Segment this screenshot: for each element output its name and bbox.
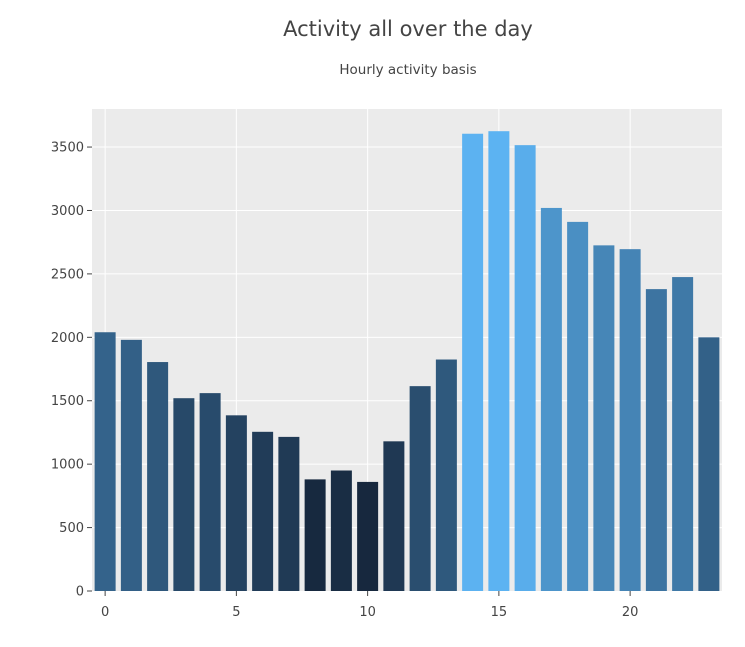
bar-layer [94,131,720,592]
y-tick-label: 500 [59,521,84,536]
bar-hour-7 [278,436,300,591]
axis-layer: 0 500 1000 1500 2000 2500 3000 3500 0 5 10 15 20 [51,141,638,620]
bar-hour-11 [383,441,405,591]
bar-hour-10 [357,481,379,591]
bar-hour-19 [593,245,615,591]
bar-hour-21 [645,289,667,591]
y-tick-label: 1000 [51,458,84,473]
bar-hour-0 [94,332,116,591]
bar-hour-14 [462,133,484,592]
y-tick-label: 0 [76,585,84,600]
bar-hour-1 [120,339,142,591]
y-tick-label: 2000 [51,331,84,346]
bar-hour-12 [409,386,431,591]
plot-area [92,109,722,591]
bar-hour-22 [672,277,694,591]
x-tick-label: 20 [622,605,639,620]
y-tick-label: 2500 [51,267,84,282]
bar-hour-20 [619,249,641,591]
bar-hour-5 [225,415,247,591]
bar-hour-4 [199,393,221,591]
chart-subtitle: Hourly activity basis [339,62,477,78]
y-tick-label: 3000 [51,204,84,219]
bar-hour-8 [304,479,326,591]
bar-hour-23 [698,337,720,591]
bar-hour-18 [567,221,589,592]
bar-hour-16 [514,145,536,591]
bar-hour-3 [173,398,195,591]
bar-hour-15 [488,131,510,591]
bar-hour-6 [252,431,274,591]
y-tick-label: 1500 [51,394,84,409]
x-tick-label: 15 [491,605,508,620]
bar-hour-9 [330,470,352,591]
bar-hour-2 [147,362,169,591]
y-tick-label: 3500 [51,141,84,156]
x-tick-label: 10 [359,605,376,620]
x-tick-label: 5 [232,605,240,620]
x-tick-label: 0 [101,605,109,620]
bar-hour-17 [540,207,562,592]
chart-title: Activity all over the day [283,17,533,41]
bar-hour-13 [435,359,457,591]
